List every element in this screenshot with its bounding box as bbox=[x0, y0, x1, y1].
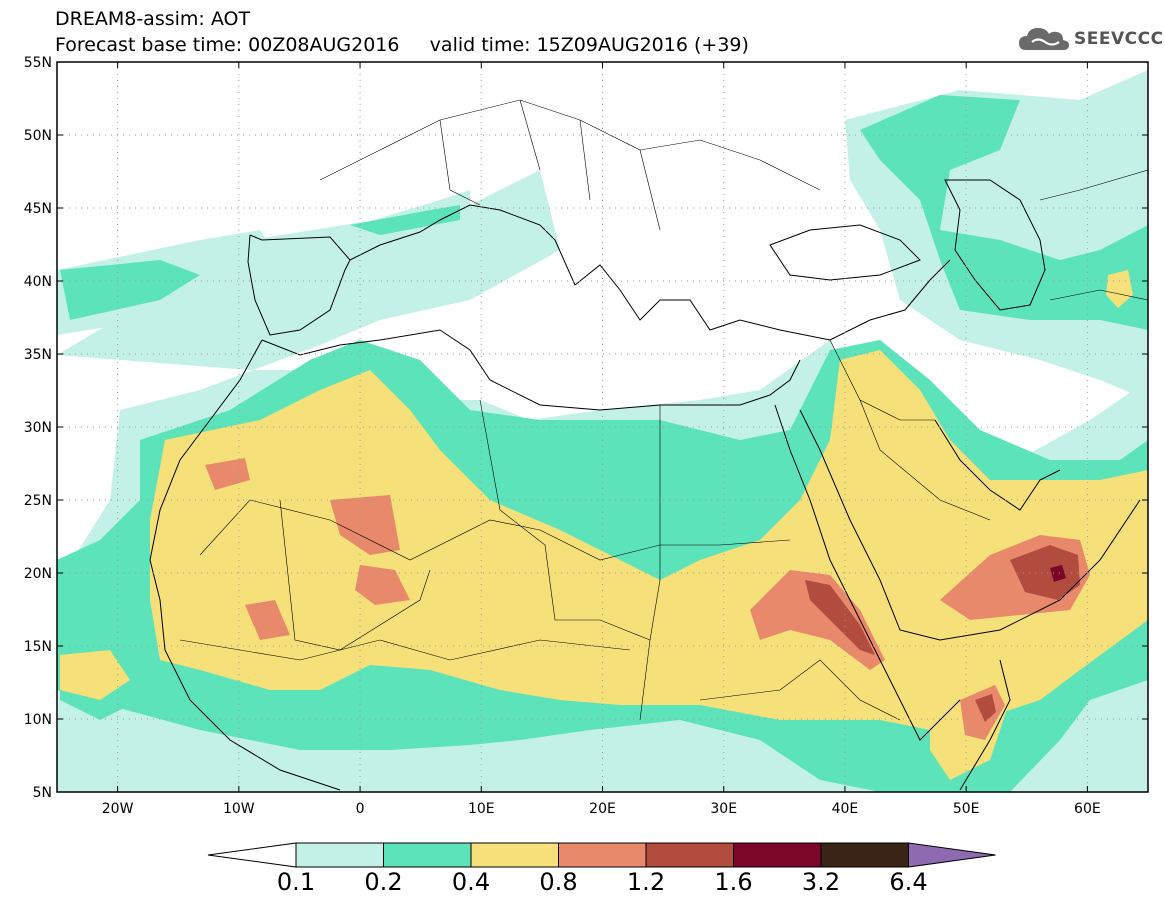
country-borders bbox=[179, 99, 1148, 721]
lon-tick-label: 0 bbox=[356, 801, 365, 817]
colorbar-label: 1.2 bbox=[626, 868, 666, 896]
aot-region-0.4-caspian bbox=[1106, 270, 1133, 308]
colorbar-under-triangle bbox=[207, 842, 297, 868]
border-sahara-4 bbox=[639, 405, 661, 721]
colorbar-label: 1.6 bbox=[714, 868, 753, 896]
border-europe-2 bbox=[439, 99, 661, 231]
colorbar-label: 3.2 bbox=[801, 868, 841, 896]
aot-region-0.8-mauritania bbox=[245, 600, 290, 640]
colorbar-swatch bbox=[820, 842, 909, 868]
colorbar-label: 0.2 bbox=[364, 868, 403, 896]
lon-tick-label: 20E bbox=[589, 801, 616, 817]
coastline-caspian bbox=[944, 179, 1046, 311]
colorbar-swatch bbox=[295, 842, 384, 868]
lat-tick-label: 10N bbox=[24, 712, 52, 728]
lon-tick-label: 60E bbox=[1074, 801, 1101, 817]
lon-tick-label: 10E bbox=[468, 801, 495, 817]
border-middle-east bbox=[829, 339, 991, 521]
colorbar-over-triangle bbox=[908, 842, 996, 868]
coastline-red-sea bbox=[774, 404, 961, 741]
lat-tick-label: 30N bbox=[24, 420, 52, 436]
colorbar-label: 0.4 bbox=[451, 868, 491, 896]
lat-tick-label: 15N bbox=[24, 639, 52, 655]
plot-title: DREAM8-assim: AOT bbox=[55, 8, 251, 30]
seevccc-logo: SEEVCCC bbox=[1018, 24, 1164, 54]
border-sahel bbox=[179, 639, 631, 661]
lat-tick-label: 20N bbox=[24, 566, 52, 582]
aot-region-0.4-west-sahara bbox=[150, 350, 1148, 730]
lon-tick-label: 40E bbox=[832, 801, 859, 817]
colorbar-swatch bbox=[733, 842, 822, 868]
colorbar bbox=[207, 842, 996, 868]
latitude-labels: 55N 50N 45N 40N 35N 30N 25N 20N 15N 10N 5N bbox=[24, 55, 52, 801]
coastline-black-sea bbox=[769, 224, 921, 281]
lat-tick-label: 35N bbox=[24, 347, 52, 363]
coastline-north-africa bbox=[261, 329, 801, 411]
aot-region-1.2-arabia bbox=[1010, 545, 1080, 600]
lon-tick-label: 50E bbox=[953, 801, 980, 817]
lat-tick-label: 45N bbox=[24, 201, 52, 217]
colorbar-swatch bbox=[645, 842, 734, 868]
colorbar-label: 0.8 bbox=[539, 868, 578, 896]
cloud-logo-icon bbox=[1019, 28, 1069, 50]
aot-region-0.8-algeria bbox=[330, 495, 400, 555]
colorbar-label: 0.1 bbox=[276, 868, 316, 896]
coastline-arabia bbox=[799, 409, 1141, 641]
coastline-west-africa bbox=[149, 339, 341, 791]
aot-region-1.2-sudan bbox=[805, 580, 875, 655]
border-sahara-1 bbox=[199, 499, 791, 561]
aot-region-0.2-europe-strip bbox=[350, 205, 460, 235]
coastline-iberia bbox=[247, 234, 351, 336]
lat-tick-label: 25N bbox=[24, 493, 52, 509]
colorbar-swatch bbox=[558, 842, 647, 868]
lon-tick-label: 30E bbox=[710, 801, 737, 817]
lon-tick-label: 20W bbox=[102, 801, 134, 817]
border-sahara-3 bbox=[479, 399, 651, 641]
lat-tick-label: 50N bbox=[24, 128, 52, 144]
lat-tick-label: 55N bbox=[24, 55, 52, 71]
aot-region-1.6-arabia bbox=[1050, 565, 1066, 582]
aot-region-0.8-niger bbox=[355, 565, 410, 605]
colorbar-swatch bbox=[470, 842, 559, 868]
lat-tick-label: 40N bbox=[24, 274, 52, 290]
aot-region-0.2-caspian bbox=[860, 95, 1148, 330]
aot-region-0.2-iberia bbox=[60, 260, 200, 320]
aot-region-0.4-atlantic bbox=[60, 650, 130, 700]
axis-ticks bbox=[57, 61, 1148, 793]
lat-tick-label: 5N bbox=[33, 785, 52, 801]
coastline-horn bbox=[959, 659, 1011, 791]
aot-region-0.8-sudan bbox=[750, 570, 885, 670]
logo-text: SEEVCCC bbox=[1074, 29, 1164, 49]
aot-region-1.2-somalia bbox=[975, 694, 996, 722]
colorbar-label: 6.4 bbox=[889, 868, 928, 896]
border-east-africa bbox=[699, 659, 901, 721]
longitude-labels: 20W 10W 0 10E 20E 30E 40E 50E 60E bbox=[102, 801, 1101, 817]
colorbar-swatch bbox=[383, 842, 472, 868]
lon-tick-label: 10W bbox=[223, 801, 255, 817]
forecast-time-subtitle: Forecast base time: 00Z08AUG2016 valid t… bbox=[55, 34, 749, 56]
border-central-asia bbox=[1039, 169, 1148, 301]
